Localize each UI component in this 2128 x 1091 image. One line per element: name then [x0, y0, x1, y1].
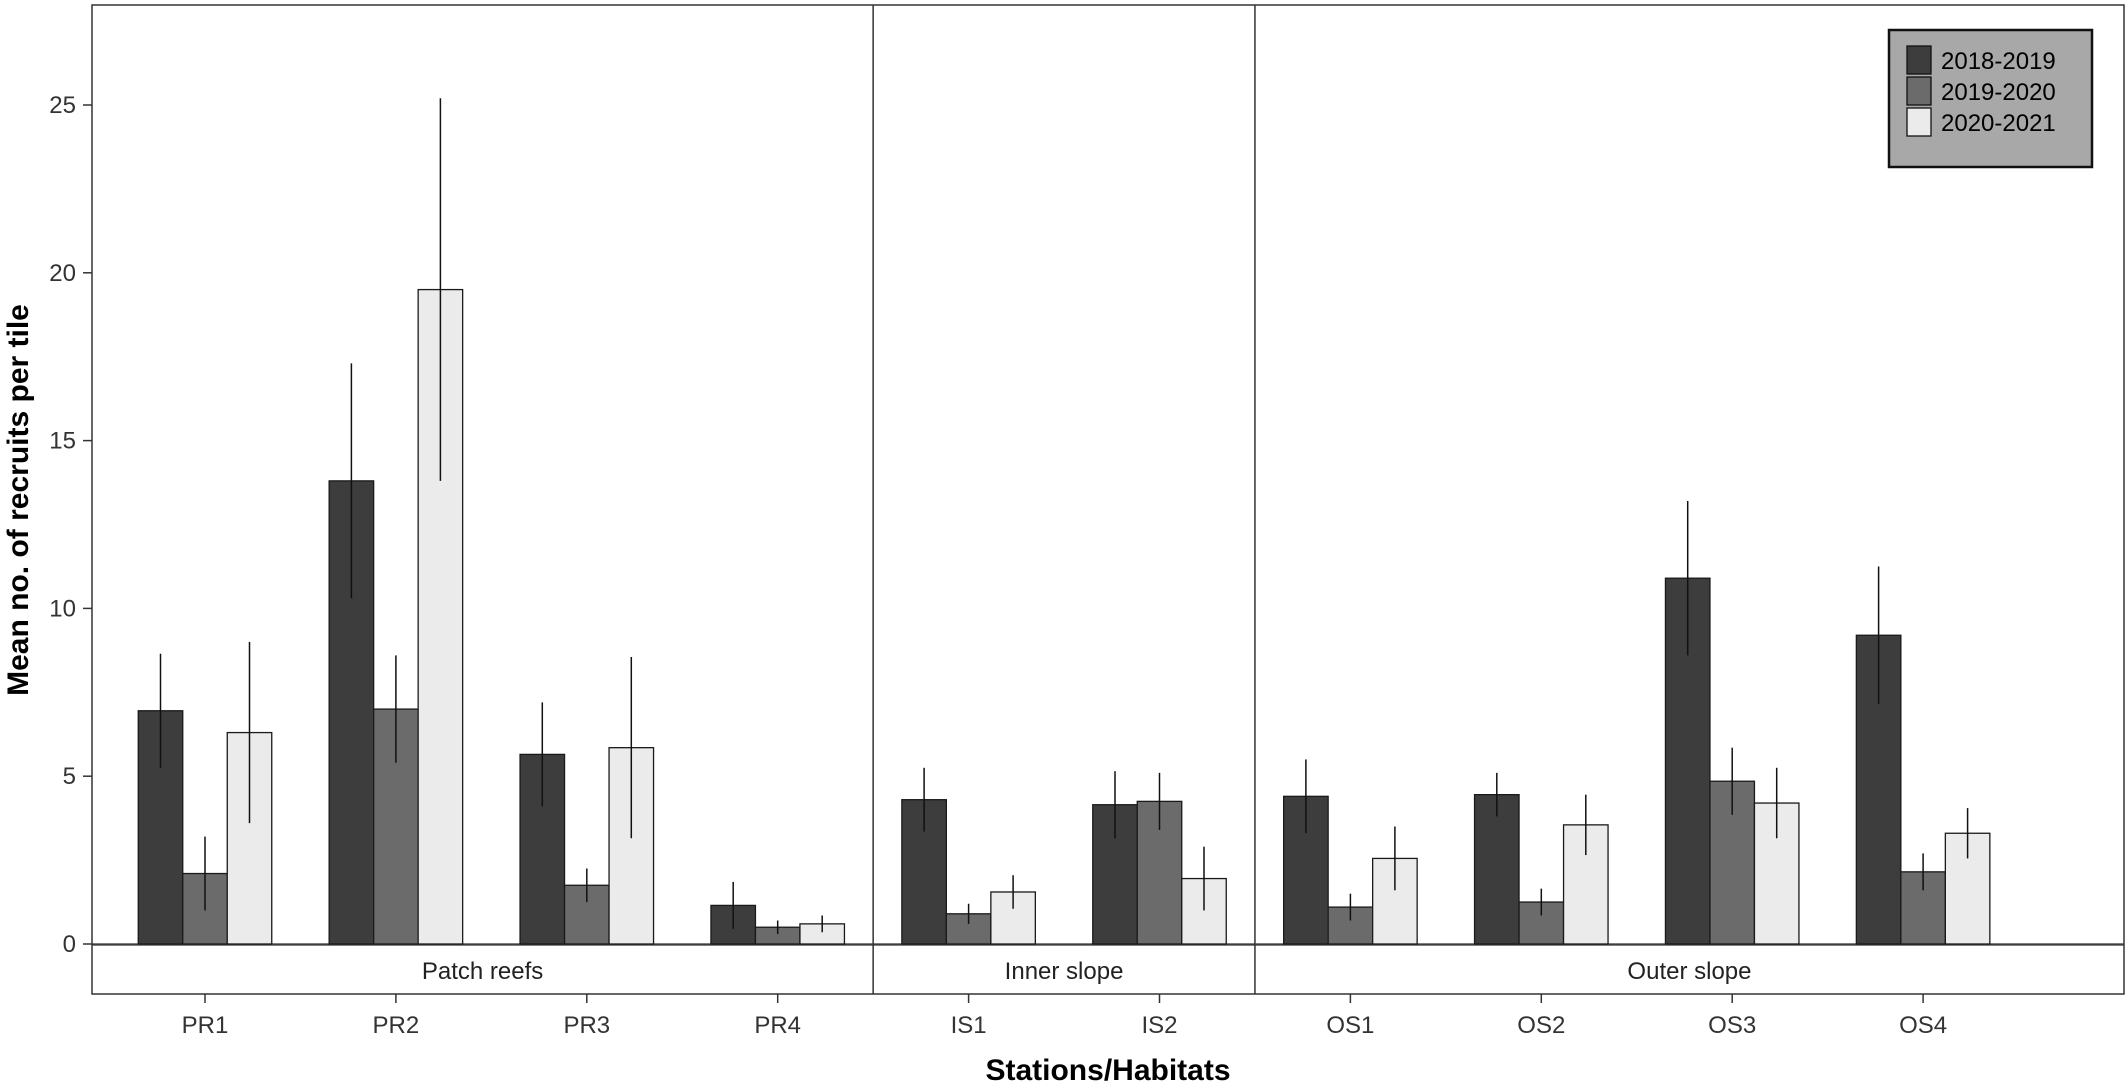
legend-label: 2018-2019 — [1941, 48, 2056, 75]
bars-group — [137, 288, 1991, 945]
y-tick-label: 5 — [63, 763, 76, 790]
x-tick-label: OS1 — [1326, 1012, 1374, 1039]
legend-swatch-2019-2020 — [1906, 76, 1932, 106]
y-tick-label: 10 — [49, 595, 76, 622]
legend: 2018-2019 2019-2020 2020-2021 — [1887, 28, 2094, 169]
x-axis-title: Stations/Habitats — [985, 1054, 1230, 1086]
legend-swatch-2020-2021 — [1906, 107, 1932, 137]
habitat-label: Patch reefs — [422, 958, 543, 985]
plot-frame — [91, 4, 2125, 995]
habitat-label: Inner slope — [1005, 958, 1124, 985]
y-axis-title: Mean no. of recruits per tile — [2, 304, 35, 696]
legend-swatch-2018-2019 — [1906, 45, 1932, 75]
y-tick-label: 20 — [49, 260, 76, 287]
legend-label: 2020-2021 — [1941, 110, 2056, 137]
y-tick-label: 0 — [63, 931, 76, 958]
y-tick-label: 15 — [49, 428, 76, 455]
x-tick-label: PR3 — [563, 1012, 610, 1039]
x-tick-label: IS1 — [951, 1012, 987, 1039]
x-tick-label: PR1 — [182, 1012, 229, 1039]
x-tick-label: IS2 — [1141, 1012, 1177, 1039]
x-tick-label: PR2 — [373, 1012, 420, 1039]
y-tick-label: 25 — [49, 92, 76, 119]
x-tick-label: OS2 — [1517, 1012, 1565, 1039]
x-tick-label: OS3 — [1708, 1012, 1756, 1039]
x-tick-label: PR4 — [754, 1012, 801, 1039]
labels-group: Patch reefs Inner slope Outer slope PR1 PR2 P… — [182, 958, 1947, 1039]
bar-IS1-2019-2020 — [945, 913, 992, 945]
x-tick-label: OS4 — [1899, 1012, 1947, 1039]
habitat-label: Outer slope — [1627, 958, 1751, 985]
bar-OS2-2018-2019 — [1473, 794, 1520, 945]
error-bars-group — [159, 98, 1969, 934]
legend-label: 2019-2020 — [1941, 79, 2056, 106]
panel-frame-group — [91, 4, 2125, 995]
